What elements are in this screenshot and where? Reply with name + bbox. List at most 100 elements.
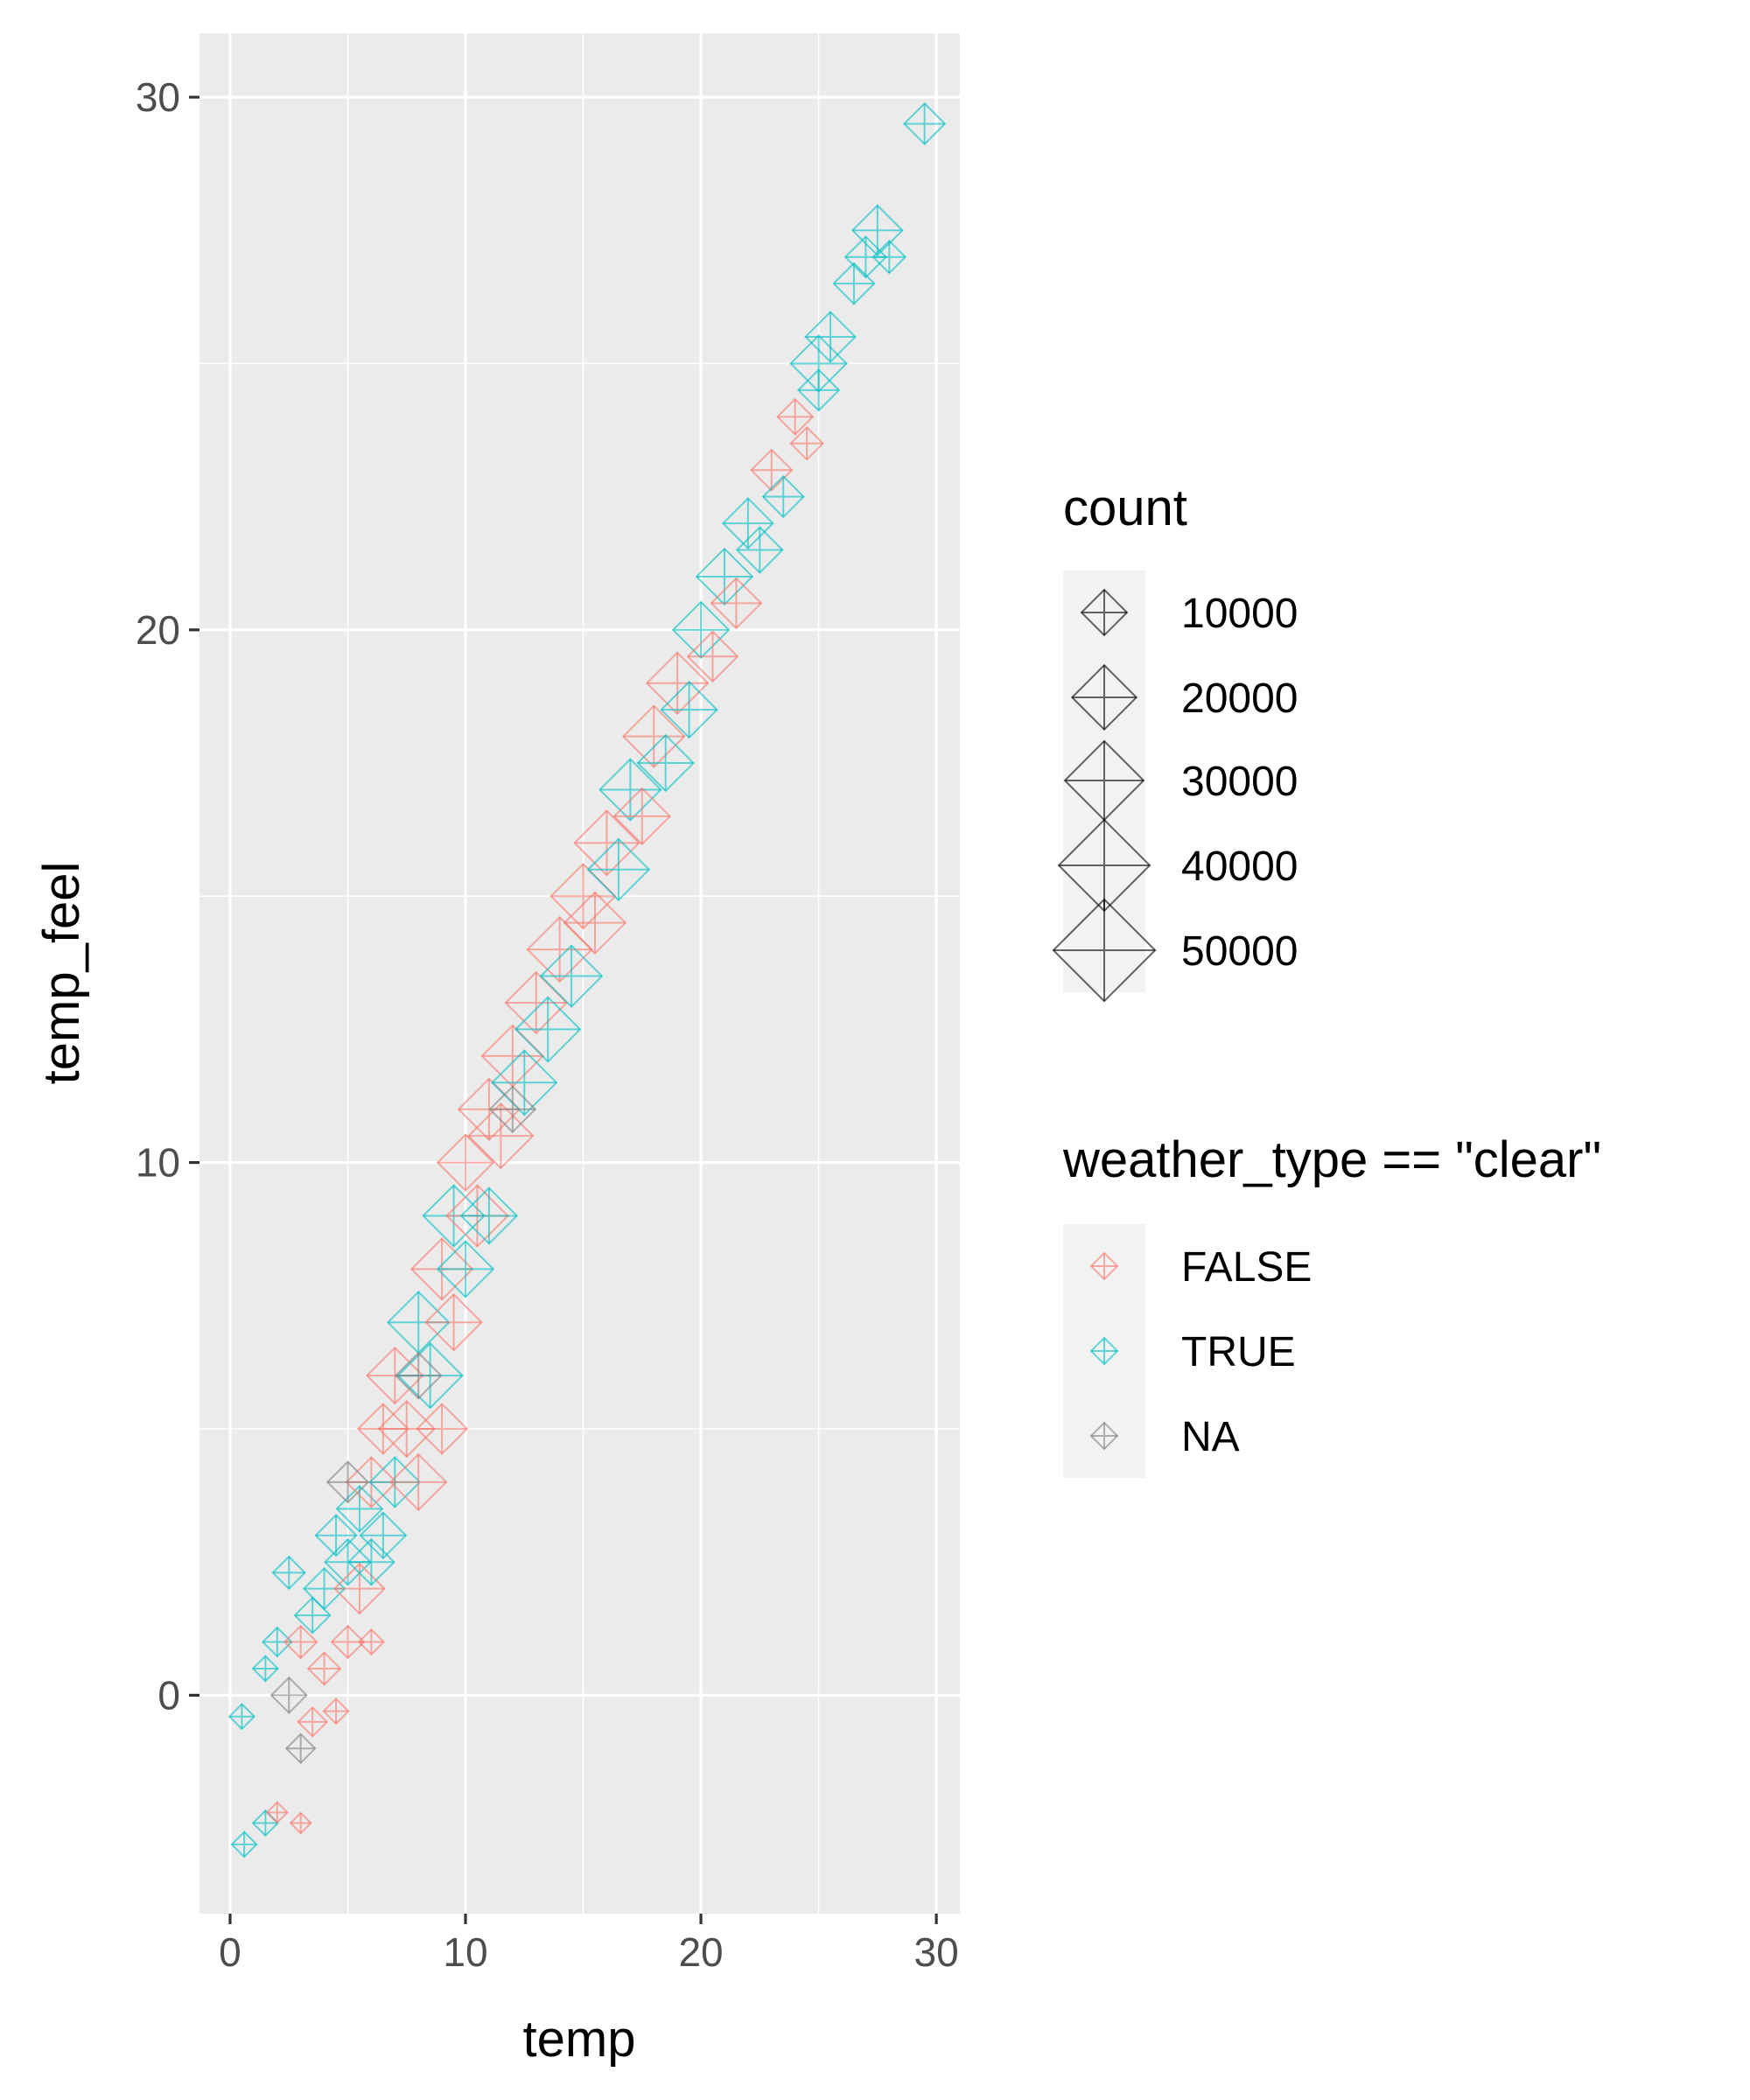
data-point-na bbox=[326, 1460, 370, 1504]
diamond-cross bbox=[468, 1103, 534, 1168]
diamond-cross bbox=[550, 864, 616, 928]
diamond-cross bbox=[290, 1812, 312, 1834]
data-point-true bbox=[436, 1240, 495, 1298]
diamond-cross bbox=[231, 1831, 257, 1858]
data-point-true bbox=[491, 1049, 558, 1116]
data-point-false bbox=[789, 425, 824, 461]
data-point-true bbox=[459, 1186, 519, 1245]
x-tick-label: 0 bbox=[219, 1929, 242, 1975]
diamond-cross bbox=[1053, 899, 1156, 1002]
axes: 0 10 20 30 0 10 20 30 bbox=[136, 74, 959, 1975]
data-point-true bbox=[271, 1555, 307, 1591]
diamond-cross bbox=[492, 1050, 557, 1116]
size-legend-key-symbol bbox=[1052, 898, 1157, 1003]
diamond-cross bbox=[253, 1810, 278, 1836]
data-point-false bbox=[573, 809, 640, 877]
diamond-cross bbox=[762, 476, 804, 517]
diamond-outline bbox=[796, 368, 841, 412]
diamond-cross bbox=[1091, 1253, 1117, 1279]
diamond-cross bbox=[323, 1698, 349, 1724]
diamond-cross bbox=[574, 810, 640, 876]
diamond-outline bbox=[539, 944, 604, 1008]
diamond-cross bbox=[564, 892, 626, 954]
diamond-cross bbox=[777, 399, 813, 435]
diamond-outline bbox=[424, 1292, 483, 1352]
data-point-false bbox=[265, 1801, 289, 1824]
diamond-cross bbox=[253, 1656, 278, 1682]
x-axis-title: temp bbox=[523, 2011, 636, 2068]
data-point-true bbox=[761, 474, 805, 519]
data-point-na bbox=[488, 1085, 537, 1134]
data-point-true bbox=[850, 204, 904, 257]
diamond-outline bbox=[459, 1186, 519, 1245]
diamond-outline bbox=[645, 651, 710, 716]
data-point-true bbox=[636, 733, 695, 793]
diamond-cross bbox=[286, 1733, 316, 1763]
diamond-outline bbox=[563, 891, 627, 955]
diamond-cross bbox=[541, 945, 602, 1007]
color-legend-title: weather_type == "clear" bbox=[1062, 1131, 1601, 1188]
data-point-false bbox=[357, 1628, 386, 1656]
diamond-cross bbox=[315, 1515, 357, 1557]
diamond-cross bbox=[229, 1704, 255, 1729]
diamond-cross bbox=[737, 527, 783, 573]
diamond-cross bbox=[872, 241, 906, 274]
data-point-true bbox=[586, 837, 651, 902]
diamond-cross bbox=[438, 1241, 494, 1298]
diamond-cross bbox=[1082, 590, 1127, 635]
diamond-cross bbox=[623, 705, 685, 767]
color-legend-key-symbol bbox=[1089, 1336, 1119, 1366]
diamond-outline bbox=[396, 1341, 464, 1410]
diamond-cross bbox=[599, 759, 662, 821]
diamond-outline bbox=[467, 1102, 535, 1170]
size-legend-label: 50000 bbox=[1181, 928, 1298, 975]
diamond-cross bbox=[1091, 1423, 1117, 1449]
color-legend-label: TRUE bbox=[1181, 1329, 1296, 1376]
x-tick-label: 10 bbox=[443, 1929, 487, 1975]
data-point-true bbox=[359, 1511, 408, 1560]
data-point-true bbox=[314, 1514, 358, 1558]
diamond-cross bbox=[438, 1134, 494, 1191]
data-point-true bbox=[598, 758, 662, 822]
grid-lines bbox=[200, 33, 960, 1914]
diamond-cross bbox=[904, 103, 945, 144]
diamond-outline bbox=[789, 425, 824, 461]
size-legend-key-symbol bbox=[1080, 588, 1129, 637]
data-point-false bbox=[563, 891, 627, 955]
diamond-cross bbox=[588, 838, 649, 900]
data-point-false bbox=[322, 1698, 350, 1726]
diamond-cross bbox=[267, 1802, 288, 1823]
diamond-cross bbox=[481, 1025, 543, 1087]
data-point-false bbox=[686, 630, 739, 683]
color-legend-label: FALSE bbox=[1181, 1244, 1312, 1291]
diamond-cross bbox=[390, 1454, 447, 1510]
diamond-cross bbox=[1091, 1338, 1117, 1364]
diamond-cross bbox=[359, 1629, 384, 1655]
data-point-true bbox=[335, 1484, 384, 1533]
diamond-outline bbox=[488, 1085, 537, 1134]
x-tick-label: 30 bbox=[914, 1929, 959, 1975]
diamond-outline bbox=[345, 1455, 398, 1508]
y-axis-title: temp_feel bbox=[33, 862, 90, 1085]
data-point-false bbox=[297, 1705, 328, 1738]
data-point-false bbox=[424, 1292, 483, 1352]
data-point-true bbox=[796, 368, 841, 412]
diamond-cross bbox=[710, 578, 761, 628]
size-legend-label: 20000 bbox=[1181, 676, 1298, 722]
diamond-outline bbox=[445, 1184, 509, 1248]
diamond-cross bbox=[688, 631, 738, 682]
diamond-cross bbox=[696, 549, 752, 605]
diamond-cross bbox=[805, 312, 856, 362]
data-point-true bbox=[539, 944, 604, 1008]
data-point-false bbox=[306, 1651, 342, 1686]
diamond-cross bbox=[336, 1486, 382, 1532]
diamond-outline bbox=[612, 787, 672, 846]
diamond-cross bbox=[396, 1353, 442, 1399]
diamond-cross bbox=[298, 1707, 327, 1737]
diamond-cross bbox=[284, 1626, 318, 1658]
diamond-outline bbox=[261, 1626, 293, 1658]
data-point-true bbox=[804, 311, 857, 363]
diamond-outline bbox=[695, 547, 754, 606]
data-point-false bbox=[612, 787, 672, 846]
